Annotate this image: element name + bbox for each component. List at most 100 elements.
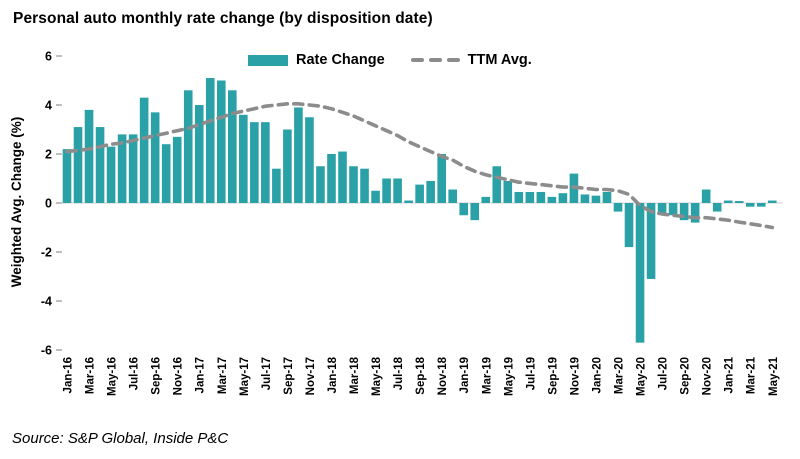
bar-Feb-16 (73, 127, 83, 203)
bar-Jan-18 (327, 154, 336, 203)
y-tick-label: -6 (41, 344, 52, 358)
bar-Mar-20 (613, 203, 623, 212)
x-tick-label-May-19: May-19 (503, 357, 515, 396)
x-tick-label-Jul-20: Jul-20 (658, 357, 670, 390)
bar-Oct-20 (690, 203, 700, 223)
bar-Jul-19 (525, 191, 535, 203)
y-tick-label: -4 (41, 295, 52, 309)
bar-Nov-16 (172, 136, 182, 203)
legend-item-rate-change: Rate Change (248, 52, 385, 68)
bar-Nov-17 (305, 117, 314, 203)
bar-May-19 (503, 180, 513, 203)
bar-Sep-20 (679, 203, 689, 221)
x-tick-label-Nov-20: Nov-20 (702, 357, 714, 395)
x-tick-label-Jan-17: Jan-17 (195, 357, 207, 393)
x-tick-label-Jan-20: Jan-20 (591, 357, 603, 393)
x-tick-label-Nov-16: Nov-16 (173, 357, 185, 395)
bar-Oct-19 (558, 193, 568, 203)
x-tick-label-Sep-18: Sep-18 (415, 356, 427, 394)
x-tick-label-May-16: May-16 (107, 357, 119, 396)
bar-Apr-16 (95, 127, 105, 203)
bar-Feb-20 (602, 191, 612, 203)
y-tick-label: 6 (45, 50, 52, 64)
bar-Aug-18 (404, 200, 413, 203)
bar-Jan-21 (723, 200, 733, 203)
x-tick-label-Mar-21: Mar-21 (746, 356, 758, 394)
bar-Feb-19 (470, 203, 480, 221)
bar-Jul-17 (261, 122, 270, 203)
bar-Feb-17 (205, 78, 215, 203)
bar-May-21 (767, 200, 777, 203)
y-tick-label: -2 (41, 246, 52, 260)
bar-Jun-16 (117, 134, 127, 203)
x-tick-label-Jul-16: Jul-16 (129, 357, 141, 390)
bar-Jan-16 (62, 149, 72, 203)
ttm-avg-line (65, 102, 775, 230)
x-tick-label-Jan-16: Jan-16 (63, 357, 75, 393)
x-tick-label-Jan-19: Jan-19 (459, 357, 471, 393)
bar-Apr-19 (492, 166, 502, 203)
x-tick-label-Jan-21: Jan-21 (724, 356, 736, 393)
x-tick-label-Jul-18: Jul-18 (393, 356, 405, 390)
bar-Aug-17 (272, 168, 281, 203)
y-tick-label: 0 (45, 197, 52, 211)
bar-Feb-18 (338, 151, 347, 203)
bar-Dec-20 (712, 203, 722, 212)
x-tick-label-Sep-20: Sep-20 (680, 357, 692, 395)
x-tick-label-Sep-16: Sep-16 (151, 357, 163, 395)
x-tick-label-Nov-17: Nov-17 (305, 357, 317, 395)
bar-Dec-18 (448, 189, 457, 203)
bar-Aug-20 (668, 203, 678, 216)
x-tick-label-May-17: May-17 (239, 357, 251, 396)
bar-Sep-16 (150, 112, 160, 203)
bar-Oct-17 (294, 107, 303, 203)
x-tick-label-Sep-17: Sep-17 (283, 357, 295, 395)
bar-Jan-20 (591, 195, 601, 203)
rate-change-swatch-icon (248, 54, 288, 66)
bar-Nov-18 (437, 154, 446, 203)
x-tick-label-May-21: May-21 (768, 356, 780, 396)
x-tick-label-Mar-16: Mar-16 (85, 357, 97, 394)
x-tick-label-May-20: May-20 (636, 357, 648, 396)
bar-Mar-16 (84, 109, 94, 203)
chart-legend: Rate Change TTM Avg. (248, 52, 532, 68)
bar-Jan-19 (459, 203, 469, 216)
x-tick-label-Jul-19: Jul-19 (525, 357, 537, 390)
bar-Apr-18 (360, 168, 369, 203)
bar-Feb-21 (734, 201, 744, 203)
bar-Apr-17 (228, 90, 237, 203)
bar-Mar-18 (349, 166, 358, 203)
source-attribution: Source: S&P Global, Inside P&C (12, 430, 229, 447)
bar-Mar-21 (745, 203, 755, 207)
bar-Jun-19 (514, 191, 524, 203)
bar-Aug-19 (536, 191, 546, 203)
x-tick-label-Mar-17: Mar-17 (217, 357, 229, 394)
y-axis-title: Weighted Avg. Change (%) (9, 117, 24, 288)
bar-Sep-19 (547, 196, 557, 203)
bar-Nov-20 (701, 189, 711, 203)
x-tick-label-Sep-19: Sep-19 (547, 357, 559, 395)
legend-item-ttm-avg: TTM Avg. (410, 52, 532, 68)
x-tick-label-Jul-17: Jul-17 (261, 357, 273, 390)
bar-Apr-20 (624, 203, 634, 248)
bar-Mar-19 (481, 196, 491, 203)
bar-Dec-16 (183, 90, 193, 203)
bar-Jul-20 (657, 203, 667, 213)
ttm-dash-icon (410, 58, 460, 62)
bar-May-18 (371, 190, 380, 203)
bar-Dec-17 (316, 166, 325, 203)
x-tick-label-Mar-19: Mar-19 (481, 357, 493, 394)
bar-Apr-21 (756, 203, 766, 207)
chart-title: Personal auto monthly rate change (by di… (13, 10, 433, 27)
bar-Jun-20 (646, 203, 656, 279)
bar-Aug-16 (139, 97, 149, 203)
bar-May-20 (635, 203, 645, 343)
legend-ttm-avg-label: TTM Avg. (467, 52, 532, 68)
y-tick-label: 2 (45, 148, 52, 162)
bar-Oct-16 (161, 144, 171, 203)
bar-Jul-18 (393, 178, 402, 203)
x-tick-label-Mar-20: Mar-20 (614, 357, 626, 394)
x-tick-label-May-18: May-18 (371, 356, 383, 396)
bar-Sep-17 (283, 129, 292, 203)
